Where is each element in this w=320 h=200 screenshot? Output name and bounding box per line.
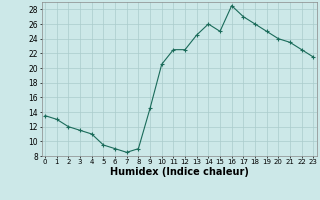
X-axis label: Humidex (Indice chaleur): Humidex (Indice chaleur) <box>110 167 249 177</box>
